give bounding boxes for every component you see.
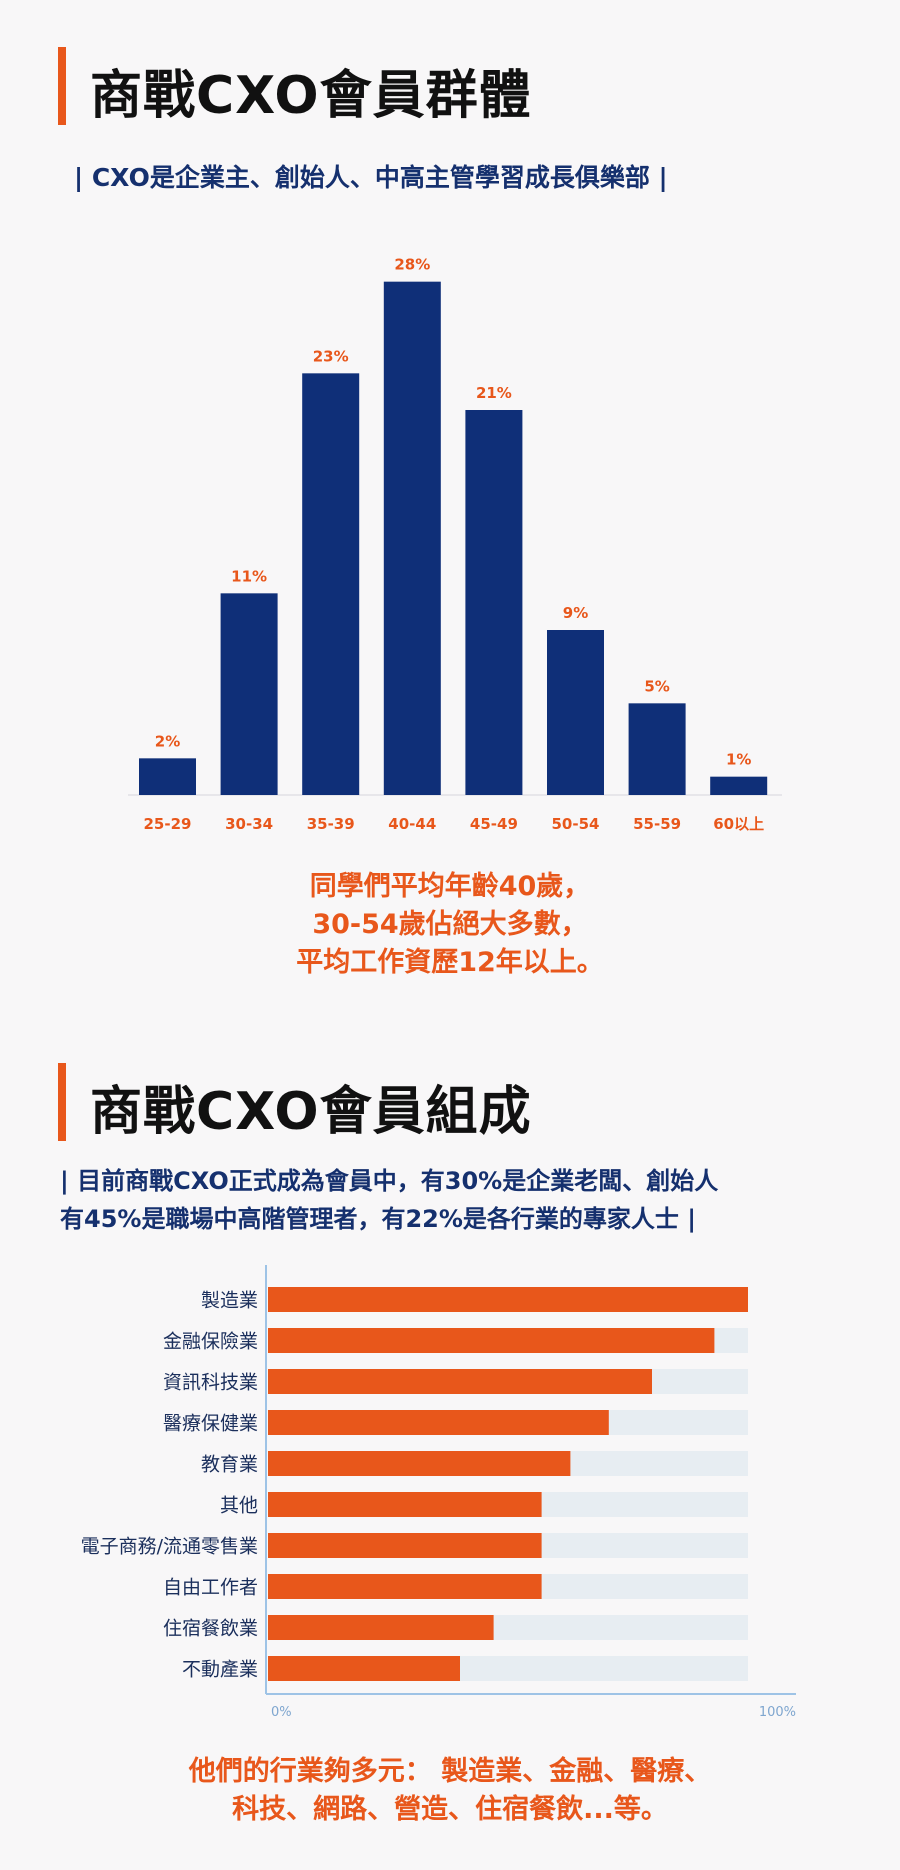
x-tick-label: 60以上: [713, 815, 764, 833]
bar-製造業: [268, 1287, 748, 1312]
summary-line: 科技、網路、營造、住宿餐飲...等。: [232, 1794, 668, 1825]
category-label: 醫療保健業: [163, 1413, 258, 1435]
x-tick-label: 0%: [271, 1705, 292, 1720]
subtitle-line: 有45%是職場中高階管理者，有22%是各行業的專家人士 |: [60, 1205, 697, 1233]
bar-50-54: [547, 630, 604, 795]
x-tick-label: 100%: [759, 1705, 796, 1720]
x-tick-label: 35-39: [307, 815, 355, 833]
category-label: 製造業: [201, 1290, 258, 1312]
summary-line: 他們的行業夠多元： 製造業、金融、醫療、: [188, 1756, 712, 1787]
x-tick-label: 25-29: [144, 815, 192, 833]
industry-chart: 製造業金融保險業資訊科技業醫療保健業教育業其他電子商務/流通零售業自由工作者住宿…: [81, 1265, 796, 1720]
section1-title: 商戰CXO會員群體: [90, 66, 532, 126]
bar-不動產業: [268, 1656, 460, 1681]
category-label: 住宿餐飲業: [163, 1618, 258, 1640]
bar-35-39: [302, 373, 360, 795]
category-label: 自由工作者: [163, 1577, 258, 1599]
subtitle-line: | 目前商戰CXO正式成為會員中，有30%是企業老闆、創始人: [60, 1167, 719, 1195]
age-distribution-chart: 2% 25-29 11% 30-34 23% 35-39 28% 40-44 21% 45-49 9…: [128, 256, 782, 833]
data-label: 2%: [155, 732, 180, 750]
bar-25-29: [139, 758, 196, 795]
bar-醫療保健業: [268, 1410, 609, 1435]
data-label: 5%: [644, 677, 669, 695]
x-tick-label: 30-34: [225, 815, 273, 833]
bar-金融保險業: [268, 1328, 715, 1353]
bar-電子商務/流通零售業: [268, 1533, 542, 1558]
bar-資訊科技業: [268, 1369, 652, 1394]
data-label: 1%: [726, 751, 751, 769]
x-tick-label: 40-44: [388, 815, 436, 833]
bar-其他: [268, 1492, 542, 1517]
data-label: 28%: [394, 256, 430, 274]
data-label: 21%: [476, 384, 512, 402]
section1-subtitle: | CXO是企業主、創始人、中高主管學習成長俱樂部 |: [74, 163, 668, 192]
bar-住宿餐飲業: [268, 1615, 494, 1640]
bar-教育業: [268, 1451, 571, 1476]
section2-subtitle: | 目前商戰CXO正式成為會員中，有30%是企業老闆、創始人 有45%是職場中高…: [60, 1162, 718, 1238]
data-label: 23%: [313, 347, 349, 365]
data-label: 11%: [231, 567, 267, 585]
x-tick-label: 55-59: [633, 815, 681, 833]
category-label: 教育業: [201, 1454, 258, 1476]
summary-line: 30-54歲佔絕大多數，: [312, 909, 588, 940]
x-tick-label: 45-49: [470, 815, 518, 833]
bar-40-44: [383, 281, 441, 796]
heading-accent-bar: [58, 47, 66, 125]
bar-30-34: [220, 593, 278, 795]
category-label: 金融保險業: [163, 1331, 258, 1353]
summary-line: 平均工作資歷12年以上。: [296, 947, 604, 978]
bar-60以上: [710, 776, 768, 795]
data-label: 9%: [563, 604, 588, 622]
heading-accent-bar: [58, 1063, 66, 1141]
summary-line: 同學們平均年齡40歲，: [309, 871, 591, 902]
category-label: 電子商務/流通零售業: [81, 1536, 258, 1558]
category-label: 其他: [220, 1495, 258, 1517]
bar-55-59: [628, 703, 686, 795]
category-label: 資訊科技業: [163, 1372, 258, 1394]
bar-自由工作者: [268, 1574, 542, 1599]
x-tick-label: 50-54: [552, 815, 600, 833]
category-label: 不動產業: [182, 1659, 258, 1681]
section2-title: 商戰CXO會員組成: [90, 1082, 532, 1142]
section1-summary: 同學們平均年齡40歲， 30-54歲佔絕大多數， 平均工作資歷12年以上。: [0, 868, 900, 982]
bar-45-49: [465, 410, 523, 795]
section2-summary: 他們的行業夠多元： 製造業、金融、醫療、 科技、網路、營造、住宿餐飲...等。: [0, 1753, 900, 1829]
